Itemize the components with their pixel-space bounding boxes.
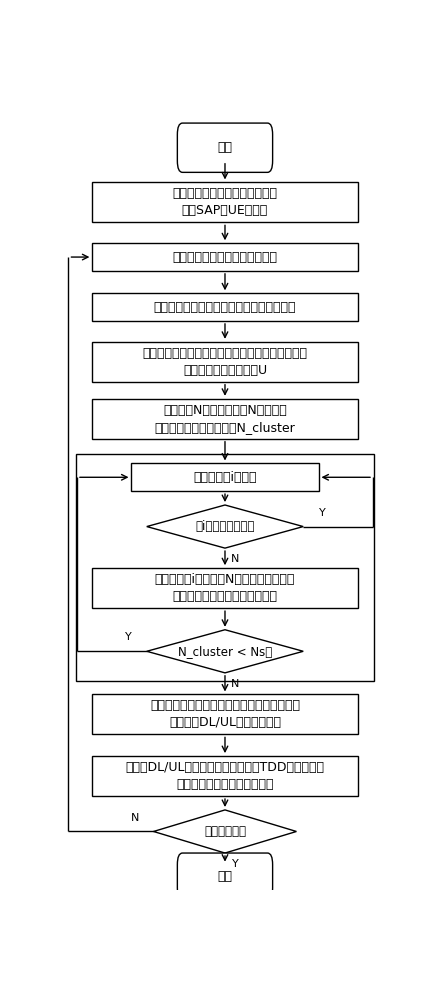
Text: 选择与DL/UL子帧个数比值最接近的TDD子帧配比，
作为簇内统一的子帧配置方案: 选择与DL/UL子帧个数比值最接近的TDD子帧配比， 作为簇内统一的子帧配置方案	[125, 761, 324, 791]
FancyBboxPatch shape	[177, 853, 272, 899]
Bar	[92, 342, 357, 382]
Text: 簇头统计簇内用户上下行缓冲大小与吞吐量，
计算所需DL/UL子帧个数比值: 簇头统计簇内用户上下行缓冲大小与吞吐量， 计算所需DL/UL子帧个数比值	[150, 699, 299, 729]
Bar	[92, 182, 357, 222]
Text: 第i个基站是否归簇: 第i个基站是否归簇	[195, 520, 254, 533]
Text: 按照业务模型对业务的到达与离开进行仿真: 按照业务模型对业务的到达与离开进行仿真	[153, 301, 296, 314]
Bar	[76, 454, 373, 681]
Text: 随机选择N个基站，划入N个簇中，
记录已归簇的基站个数为N_cluster: 随机选择N个基站，划入N个簇中， 记录已归簇的基站个数为N_cluster	[154, 404, 295, 434]
Text: Y: Y	[318, 508, 325, 518]
Text: N_cluster < Ns？: N_cluster < Ns？	[177, 645, 272, 658]
Bar	[92, 243, 357, 271]
Text: Y: Y	[124, 632, 131, 642]
Bar	[92, 568, 357, 608]
Text: 结束: 结束	[217, 870, 232, 883]
Text: 分别计算第i个基站与N个簇的评价因子，
选择评价因子最小的簇归入其中: 分别计算第i个基站与N个簇的评价因子， 选择评价因子最小的簇归入其中	[155, 573, 294, 603]
Text: 开始: 开始	[217, 141, 232, 154]
Polygon shape	[146, 505, 303, 548]
Polygon shape	[153, 810, 296, 853]
Text: 统计仿真周期结束后基站间的平均干扰与业务差异
计算得到分簇评估矩阵U: 统计仿真周期结束后基站间的平均干扰与业务差异 计算得到分簇评估矩阵U	[142, 347, 307, 377]
Text: Y: Y	[231, 859, 238, 869]
Polygon shape	[146, 630, 303, 673]
Bar	[92, 756, 357, 796]
Text: N: N	[230, 554, 239, 564]
FancyBboxPatch shape	[177, 123, 272, 172]
Bar	[131, 463, 318, 491]
Text: 随机选择第i个基站: 随机选择第i个基站	[193, 471, 256, 484]
Text: 用户按照最近关联准则关联基站: 用户按照最近关联准则关联基站	[172, 251, 277, 264]
Text: 初始化分簇周期与簇内评价因子
设置SAP和UE的位置: 初始化分簇周期与簇内评价因子 设置SAP和UE的位置	[172, 187, 277, 217]
Bar	[92, 399, 357, 439]
Text: N: N	[131, 813, 139, 823]
Bar	[92, 293, 357, 321]
Text: 仿真时间结束: 仿真时间结束	[204, 825, 245, 838]
Bar	[92, 694, 357, 734]
Text: N: N	[230, 679, 239, 689]
